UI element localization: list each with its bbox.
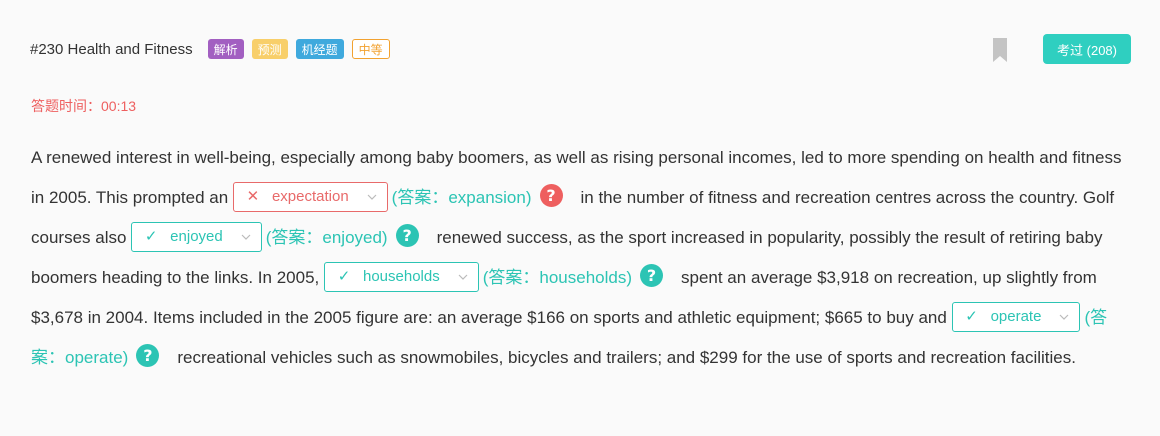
tag-difficulty: 中等 [351,39,390,59]
answer-timer: 答题时间：00:13 [31,98,137,114]
tag-exam-question: 机经题 [295,39,344,59]
passage-text: in the number of fitness and recreation … [31,188,1115,247]
answer-label: (答案：households) [482,268,632,287]
tag-analysis[interactable]: 解析 [207,39,244,59]
answer-label: (答案：operate) [31,308,1108,367]
blank-dropdown-1[interactable]: ✕ expectation [232,181,388,212]
check-icon: ✓ [144,227,158,245]
passage-text: A renewed interest in well-being, especi… [31,148,1122,207]
bookmark-icon[interactable] [993,38,1008,62]
help-icon[interactable]: ? [640,264,663,288]
blank-selected-value: households [362,267,440,285]
chevron-down-icon [367,194,377,200]
check-icon: ✓ [965,307,978,325]
chevron-down-icon [1060,314,1069,320]
blank-selected-value: expectation [271,187,349,205]
passage: A renewed interest in well-being, especi… [31,138,1136,378]
tag-prediction: 预测 [251,39,288,59]
question-header: #230 Health and Fitness 解析 预测 机经题 中等 考过 … [30,34,1131,64]
help-icon[interactable]: ? [395,224,419,248]
question-title: #230 Health and Fitness [30,40,193,58]
passage-text: recreational vehicles such as snowmobile… [177,348,1076,367]
answer-label: (答案：expansion) [391,188,532,207]
chevron-down-icon [241,234,251,240]
passed-count-button[interactable]: 考过 (208) [1043,34,1131,64]
help-icon[interactable]: ? [539,184,563,208]
check-icon: ✓ [337,267,351,285]
passage-text: spent an average $3,918 on recreation, u… [31,268,1097,327]
blank-dropdown-3[interactable]: ✓ households [323,261,479,292]
blank-selected-value: enjoyed [170,227,223,245]
answer-label: (答案：enjoyed) [265,228,388,247]
blank-selected-value: operate [990,307,1042,325]
blank-dropdown-4[interactable]: ✓ operate [951,301,1081,332]
help-icon[interactable]: ? [136,344,160,368]
blank-dropdown-2[interactable]: ✓ enjoyed [131,221,262,252]
chevron-down-icon [458,274,468,280]
wrong-icon: ✕ [246,187,260,205]
passage-text: renewed success, as the sport increased … [31,228,1103,287]
